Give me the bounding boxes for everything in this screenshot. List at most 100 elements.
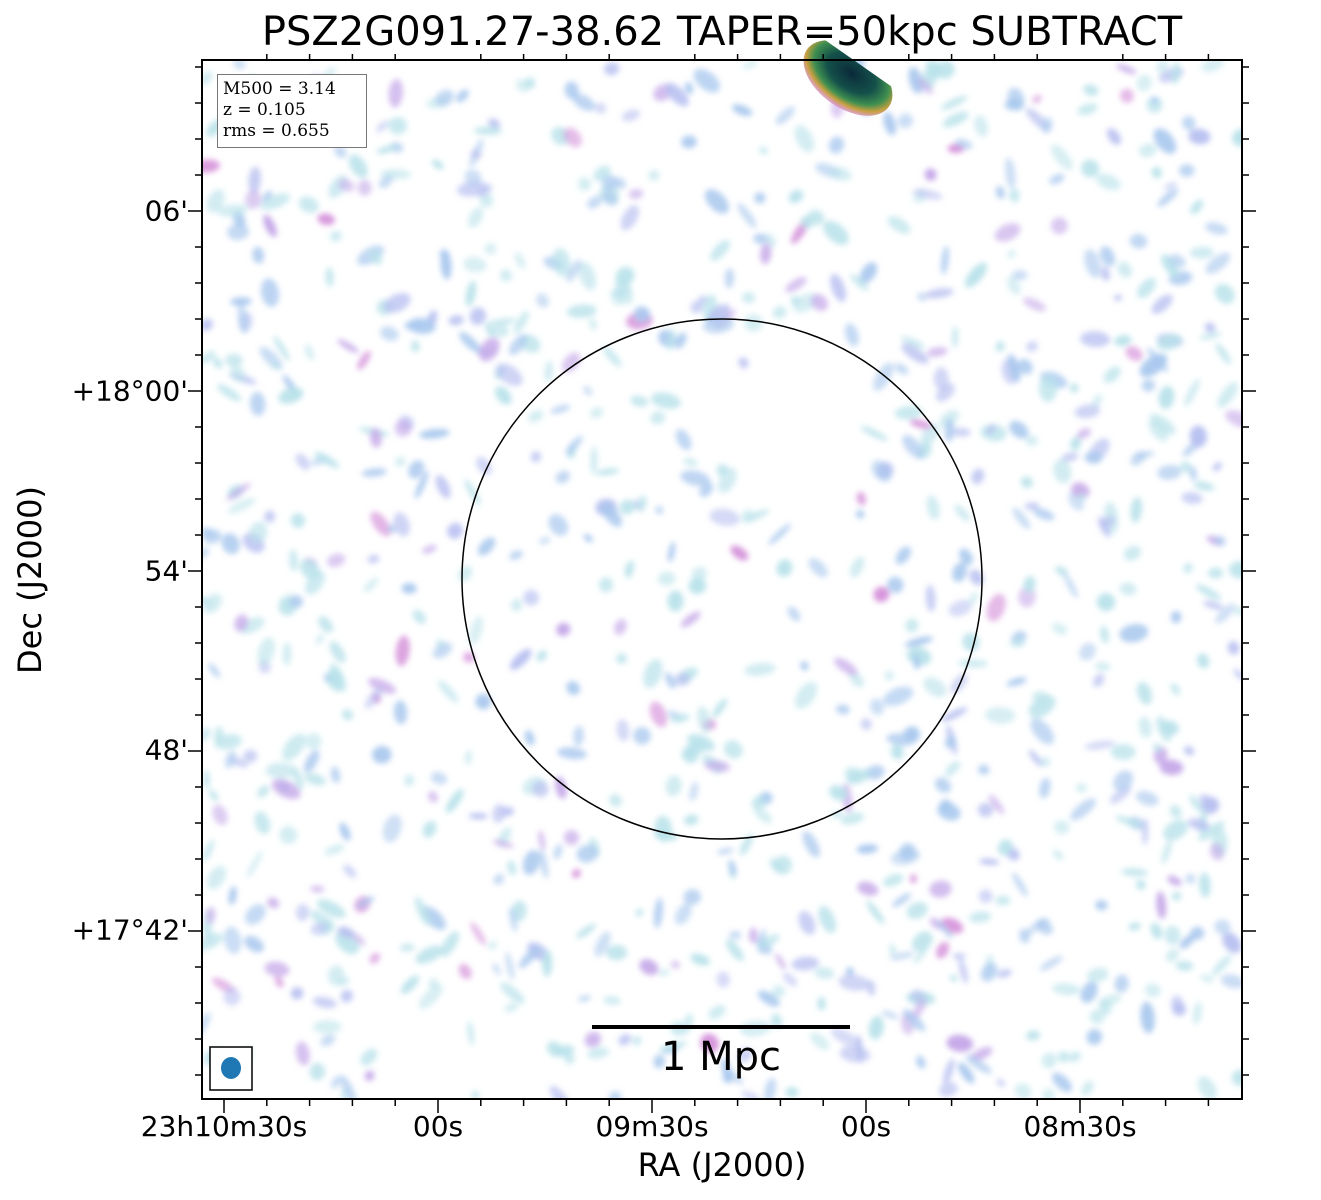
- noise-blob: [1030, 718, 1055, 745]
- noise-blob: [838, 974, 871, 991]
- noise-blob: [754, 192, 766, 204]
- noise-blob: [290, 987, 304, 1000]
- noise-blob: [469, 138, 484, 168]
- noise-blob: [657, 571, 676, 586]
- noise-blob: [576, 844, 598, 863]
- noise-blob: [1228, 560, 1242, 579]
- noise-blob: [380, 326, 399, 342]
- noise-blob: [264, 961, 290, 977]
- noise-blob: [702, 316, 735, 334]
- noise-blob: [650, 411, 666, 425]
- noise-blob: [1032, 94, 1042, 104]
- noise-blob: [363, 577, 379, 593]
- noise-blob: [753, 233, 768, 244]
- noise-blob: [840, 812, 865, 825]
- noise-blob: [926, 347, 948, 357]
- noise-blob: [1069, 383, 1079, 393]
- noise-blob: [911, 931, 933, 952]
- noise-blob: [785, 1086, 799, 1098]
- noise-blob: [1053, 850, 1063, 860]
- noise-blob: [435, 89, 455, 107]
- noise-blob: [505, 951, 515, 981]
- noise-blob: [310, 922, 328, 936]
- noise-blob: [909, 419, 933, 429]
- noise-blob: [508, 334, 528, 355]
- noise-blob: [986, 593, 1006, 622]
- noise-blob: [1199, 872, 1211, 898]
- noise-blob: [1215, 343, 1231, 365]
- noise-blob: [775, 106, 795, 125]
- noise-blob: [1098, 516, 1111, 538]
- noise-blob: [476, 456, 492, 475]
- noise-blob: [469, 307, 487, 326]
- noise-blob: [415, 945, 443, 964]
- noise-blob: [246, 850, 263, 878]
- noise-blob: [244, 935, 264, 953]
- noise-blob: [1114, 974, 1129, 993]
- noise-blob: [1101, 266, 1110, 282]
- noise-blob: [674, 903, 692, 925]
- noise-blob: [683, 814, 699, 826]
- noise-blob: [513, 310, 529, 334]
- noise-blob: [1009, 420, 1029, 439]
- noise-blob: [946, 1034, 974, 1052]
- noise-blob: [1189, 794, 1203, 813]
- noise-blob: [939, 1082, 958, 1097]
- noise-blob: [620, 205, 640, 231]
- noise-blob: [202, 351, 216, 364]
- noise-blob: [889, 951, 914, 961]
- noise-blob: [602, 345, 622, 367]
- noise-blob: [290, 513, 306, 528]
- noise-blob: [329, 641, 346, 663]
- noise-blob: [249, 391, 266, 416]
- noise-blob: [618, 1033, 632, 1046]
- noise-blob: [985, 707, 1016, 724]
- noise-blob: [1192, 1001, 1203, 1025]
- noise-blob: [980, 424, 1007, 442]
- noise-blob: [601, 502, 622, 528]
- noise-blob: [469, 616, 484, 645]
- noise-blob: [477, 537, 496, 556]
- noise-blob: [939, 409, 960, 428]
- noise-blob: [903, 1009, 926, 1032]
- noise-blob: [1128, 922, 1141, 931]
- noise-blob: [1161, 254, 1179, 278]
- noise-blob: [684, 82, 694, 95]
- noise-blob: [717, 847, 734, 855]
- noise-blob: [1121, 868, 1149, 877]
- noise-blob: [912, 998, 927, 1019]
- noise-blob: [1156, 60, 1169, 74]
- noise-blob: [399, 943, 415, 952]
- x-axis-label: RA (J2000): [637, 1146, 807, 1184]
- noise-blob: [771, 1013, 782, 1029]
- noise-blob: [810, 293, 829, 312]
- noise-blob: [566, 259, 582, 283]
- noise-blob: [722, 1072, 734, 1083]
- noise-blob: [757, 990, 780, 1007]
- noise-blob: [901, 343, 929, 364]
- noise-blob: [1081, 1080, 1094, 1096]
- noise-blob: [271, 779, 301, 800]
- noise-blob: [969, 569, 984, 586]
- noise-blob: [419, 428, 450, 439]
- noise-blob: [202, 593, 223, 614]
- noise-blob: [383, 292, 411, 313]
- noise-blob: [202, 547, 210, 559]
- noise-blob: [1123, 545, 1142, 561]
- noise-blob: [536, 650, 548, 662]
- noise-blob: [202, 527, 213, 537]
- noise-blob: [616, 653, 628, 664]
- info-box: M500 = 3.14 z = 0.105 rms = 0.655: [217, 74, 367, 148]
- noise-blob: [1151, 294, 1173, 314]
- noise-blob: [650, 392, 681, 409]
- noise-blob: [1039, 777, 1051, 799]
- noise-blob: [583, 533, 593, 543]
- noise-blob: [367, 677, 397, 694]
- noise-blob: [572, 869, 581, 878]
- noise-blob: [940, 707, 968, 722]
- noise-blob: [873, 362, 894, 391]
- noise-blob: [649, 701, 668, 728]
- noise-blob: [244, 904, 266, 925]
- noise-blob: [388, 78, 403, 108]
- noise-blob: [1168, 254, 1186, 268]
